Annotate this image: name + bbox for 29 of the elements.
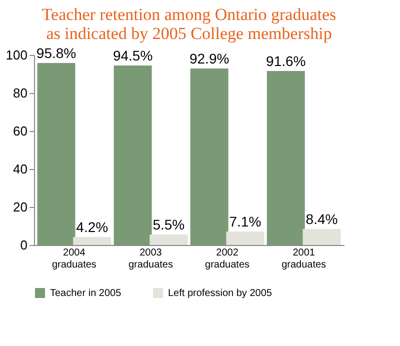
bar	[226, 232, 264, 245]
data-label: 94.5%	[112, 47, 153, 64]
bar	[73, 237, 112, 245]
bar	[266, 70, 305, 245]
data-label: 92.9%	[189, 50, 230, 66]
legend-label: Teacher in 2005	[50, 288, 122, 299]
y-tick-label: 0	[20, 238, 28, 252]
data-label: 8.4%	[306, 211, 338, 228]
y-tick-label: 100	[6, 48, 28, 62]
data-label: 7.1%	[229, 214, 262, 230]
data-label: 95.8%	[36, 44, 76, 61]
y-tick-label: 80	[13, 86, 28, 100]
bar	[150, 234, 188, 245]
bar	[302, 229, 341, 245]
data-label: 5.5%	[152, 216, 185, 233]
chart-title: Teacher retention among Ontario graduates as indicated by 2005 College membership	[42, 4, 336, 43]
bar	[37, 62, 76, 245]
y-tick-label: 60	[13, 124, 28, 138]
data-label: 91.6%	[266, 52, 306, 69]
bar	[114, 65, 152, 245]
x-tick-label: 2001 graduates	[282, 248, 326, 270]
x-tick-label: 2004 graduates	[52, 248, 96, 270]
legend-label: Left profession by 2005	[168, 288, 272, 299]
data-label: 4.2%	[76, 219, 108, 236]
x-tick-label: 2002 graduates	[205, 248, 250, 270]
bar	[190, 68, 228, 245]
y-tick-label: 20	[13, 200, 28, 214]
x-tick-label: 2003 graduates	[128, 248, 173, 270]
y-tick-label: 40	[13, 162, 28, 176]
